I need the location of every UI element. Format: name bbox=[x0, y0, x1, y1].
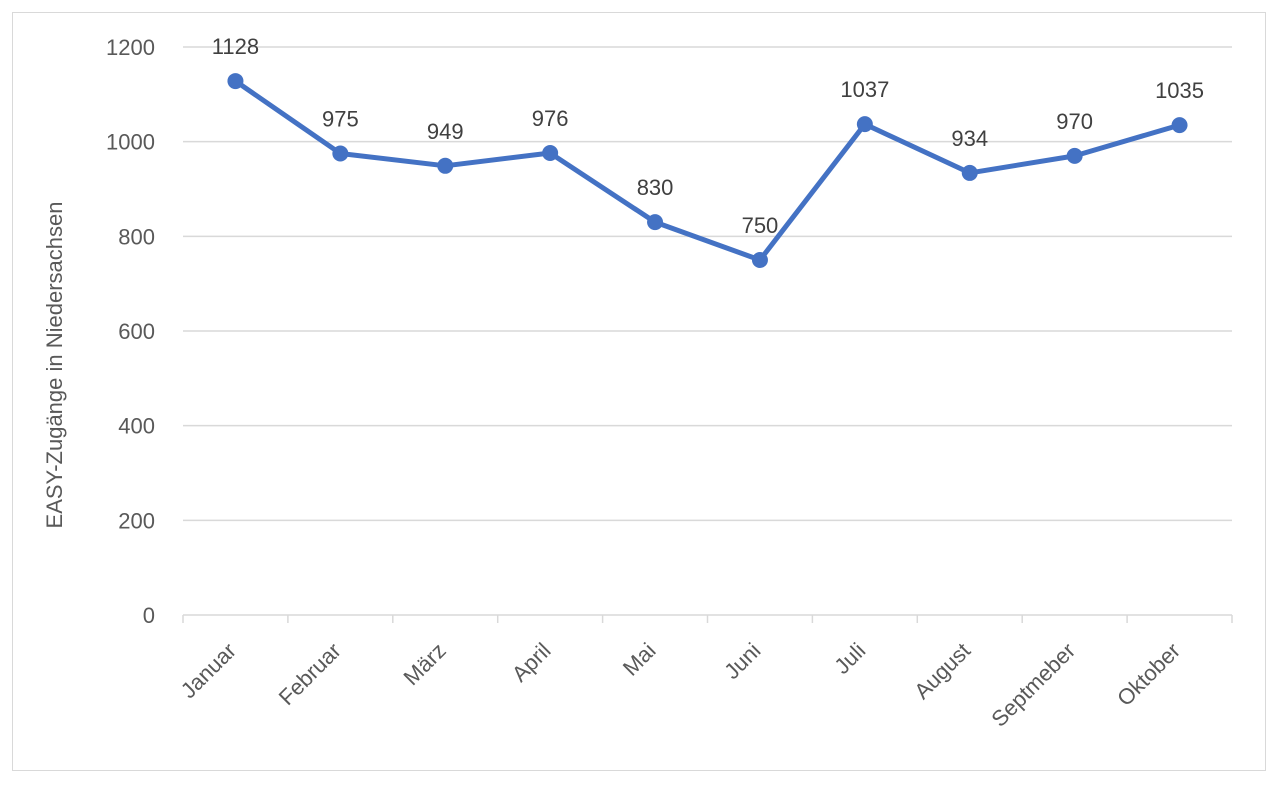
x-tick-label: Juli bbox=[829, 638, 870, 679]
y-tick-label: 600 bbox=[118, 319, 155, 344]
y-axis-ticks: 0 200 400 600 800 1000 1200 bbox=[106, 35, 155, 628]
x-tick-label: März bbox=[399, 638, 451, 690]
data-label: 976 bbox=[532, 106, 569, 131]
data-point bbox=[437, 157, 454, 174]
data-point bbox=[542, 145, 559, 162]
data-label: 830 bbox=[637, 175, 674, 200]
y-tick-label: 400 bbox=[118, 414, 155, 439]
y-tick-label: 1200 bbox=[106, 35, 155, 60]
chart-frame bbox=[12, 12, 1266, 771]
data-label: 949 bbox=[427, 119, 464, 144]
data-point bbox=[1171, 117, 1188, 134]
y-tick-label: 1000 bbox=[106, 130, 155, 155]
data-point bbox=[856, 116, 873, 133]
series-line bbox=[232, 78, 1183, 263]
data-point bbox=[961, 164, 978, 181]
data-label: 975 bbox=[322, 107, 359, 132]
y-tick-label: 800 bbox=[118, 224, 155, 249]
data-point bbox=[751, 252, 768, 268]
y-tick-label: 200 bbox=[118, 508, 155, 533]
data-points bbox=[227, 73, 1188, 268]
series-path bbox=[232, 78, 1183, 263]
gridlines bbox=[183, 46, 1232, 522]
x-tick-label: Septmeber bbox=[986, 638, 1080, 732]
data-point bbox=[332, 145, 349, 162]
y-tick-label: 0 bbox=[143, 603, 155, 628]
x-tick-label: Januar bbox=[176, 638, 241, 703]
x-tick-label: Februar bbox=[274, 638, 346, 710]
x-tick-label: August bbox=[909, 638, 975, 704]
data-label: 750 bbox=[742, 213, 779, 238]
x-tick-label: Mai bbox=[618, 638, 661, 681]
x-axis-ticks: Januar Februar März April Mai Juni Juli August S… bbox=[176, 638, 1185, 732]
data-label: 1035 bbox=[1155, 78, 1204, 103]
data-label: 1037 bbox=[840, 77, 889, 102]
data-label: 1128 bbox=[212, 34, 259, 59]
data-point bbox=[227, 73, 244, 90]
x-tick-label: Oktober bbox=[1112, 638, 1185, 711]
x-tick-label: April bbox=[507, 638, 556, 687]
data-label: 934 bbox=[951, 126, 988, 151]
data-labels: 1128 975 949 976 830 750 1037 934 970 1035 bbox=[212, 34, 1204, 238]
data-label: 970 bbox=[1056, 109, 1093, 134]
data-point bbox=[647, 214, 664, 231]
data-point bbox=[1066, 147, 1083, 164]
x-axis bbox=[182, 614, 1233, 623]
y-axis-title: EASY-Zugänge in Niedersachsen bbox=[42, 202, 67, 529]
x-tick-label: Juni bbox=[719, 638, 765, 684]
